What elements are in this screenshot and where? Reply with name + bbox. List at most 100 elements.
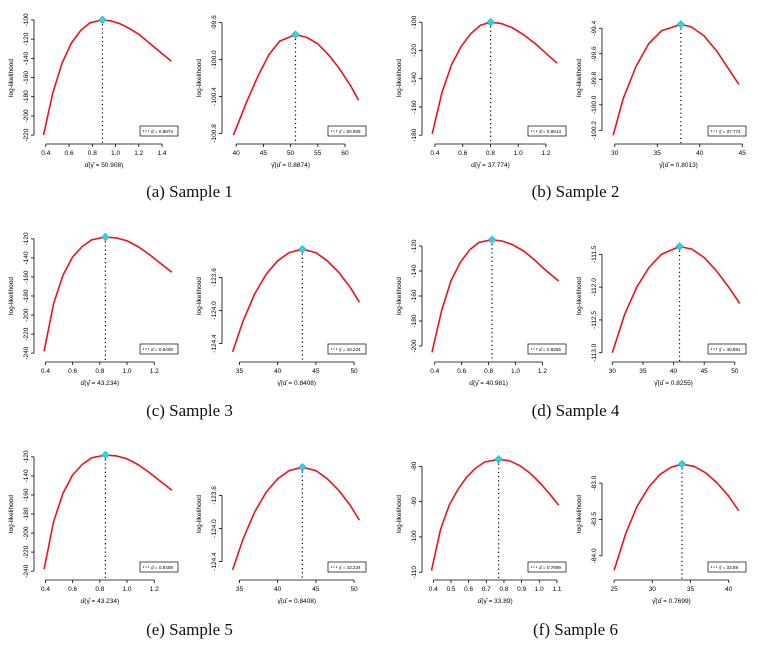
caption-a: (a) Sample 1	[146, 182, 233, 201]
x-tick-label: 1.0	[511, 368, 520, 375]
x-tick-label: 0.8	[88, 150, 97, 157]
legend: α̂ = 0.8874	[139, 125, 179, 137]
legend: α̂ = 0.8408	[139, 343, 179, 355]
y-tick-label: -110	[411, 566, 418, 579]
legend-label: γ̂ = 43.234	[339, 565, 361, 570]
chart-panel-f-left: 0.4 0.5 0.6 0.7 0.8 0.9 1.0 1.1 -80 -90 -100 -110 α̂…	[396, 455, 567, 605]
y-tick-label: -100.8	[211, 124, 218, 143]
legend: α̂ = 0.7699	[527, 561, 567, 573]
y-tick-label: -90	[411, 497, 418, 507]
likelihood-curve	[231, 466, 361, 571]
likelihood-curve	[431, 238, 560, 353]
chart-panel-a-left: 0.4 0.6 0.8 1.0 1.2 1.4 -100 -120 -140 -160 -180 -2…	[8, 13, 179, 169]
x-tick-label: 0.8	[486, 150, 495, 157]
y-tick-label: -113.0	[591, 343, 598, 361]
y-tick-label: -80	[411, 461, 418, 471]
legend-label: α̂ = 0.8874	[151, 129, 173, 134]
x-tick-label: 1.2	[541, 150, 550, 157]
y-tick-label: -100.0	[211, 50, 218, 69]
y-tick-label: -180	[23, 289, 30, 302]
y-tick-label: -84.0	[591, 548, 598, 563]
likelihood-curve	[232, 33, 360, 136]
legend-label: α̂ = 0.8408	[151, 565, 173, 570]
y-tick-label: -140	[411, 264, 418, 277]
x-tick-label: 30	[611, 150, 619, 157]
legend-label: γ̂ = 37.774	[719, 129, 741, 134]
legend-box	[707, 125, 747, 137]
x-tick-label: 40	[274, 586, 282, 593]
peak-marker	[675, 242, 684, 251]
x-tick-label: 50	[731, 368, 739, 375]
x-tick-label: 0.6	[457, 368, 466, 375]
x-tick-label: 0.4	[430, 150, 439, 157]
y-tick-label: -120	[411, 44, 418, 57]
y-tick-label: -100.2	[591, 121, 598, 140]
x-tick-label: 0.4	[41, 586, 50, 593]
caption-b: (b) Sample 2	[531, 182, 620, 201]
legend: γ̂ = 43.234	[327, 343, 367, 355]
y-tick-label: -124.0	[211, 301, 218, 320]
x-tick-label: 0.8	[499, 586, 508, 593]
peak-marker	[494, 455, 503, 464]
x-tick-label: 1.2	[538, 368, 547, 375]
y-tick-label: -124.4	[211, 334, 218, 353]
y-tick-label: -240	[23, 564, 30, 577]
likelihood-curve	[430, 458, 560, 571]
x-tick-label: 0.4	[41, 368, 50, 375]
chart-panel-e-left: 0.4 0.6 0.8 1.0 1.2 -120 -140 -160 -180 -200 -220 -…	[8, 450, 179, 605]
y-tick-label: -220	[23, 128, 30, 141]
x-tick-label: 60	[341, 150, 349, 157]
x-tick-label: 1.0	[123, 586, 132, 593]
y-tick-label: -160	[23, 488, 30, 501]
y-tick-label: -123.6	[211, 486, 218, 505]
y-tick-label: -100	[23, 13, 30, 26]
x-axis-title: γ̂(α̂ = 0.8408)	[277, 380, 316, 387]
y-tick-label: -120	[411, 239, 418, 252]
x-tick-label: 30	[609, 368, 617, 375]
chart-panel-e-right: 35 40 45 50 -123.6 -124.0 -124.4 γ̂(α̂ = 0.8408…	[196, 463, 367, 605]
legend: γ̂ = 50.908	[327, 125, 367, 137]
legend: α̂ = 0.8255	[527, 343, 567, 355]
peak-marker	[676, 20, 686, 29]
caption-c: (c) Sample 3	[146, 401, 233, 420]
likelihood-curve	[431, 21, 558, 134]
x-tick-label: 0.4	[430, 368, 439, 375]
peak-marker	[677, 459, 687, 469]
x-tick-label: 1.0	[514, 150, 523, 157]
legend-box	[139, 343, 179, 355]
x-tick-label: 45	[312, 586, 320, 593]
y-tick-label: -160	[23, 71, 30, 84]
y-tick-label: -124.0	[211, 519, 218, 538]
legend: γ̂ = 33.89	[707, 561, 747, 573]
x-axis-title: γ̂(α̂ = 0.7699)	[652, 598, 691, 605]
y-axis-title: log-likelihood	[196, 277, 203, 315]
y-tick-label: -200	[411, 339, 418, 352]
peak-marker	[486, 18, 495, 27]
caption-d: (d) Sample 4	[531, 401, 620, 420]
y-tick-label: -99.4	[591, 20, 598, 35]
x-axis-title: γ̂(α̂ = 0.8255)	[654, 380, 693, 387]
legend-box	[327, 125, 367, 137]
x-tick-label: 0.6	[68, 368, 77, 375]
y-tick-label: -112.0	[591, 278, 598, 296]
caption-f: (f) Sample 6	[533, 620, 618, 639]
y-axis-title: log-likelihood	[8, 277, 15, 315]
x-tick-label: 1.2	[150, 368, 159, 375]
x-tick-label: 25	[610, 586, 618, 593]
legend: γ̂ = 37.774	[707, 125, 747, 137]
legend-box	[527, 561, 567, 573]
likelihood-curve	[42, 19, 172, 136]
legend-label: γ̂ = 40.981	[719, 347, 741, 352]
y-tick-label: -123.6	[211, 268, 218, 287]
x-tick-label: 1.4	[158, 150, 167, 157]
y-tick-label: -180	[411, 314, 418, 327]
chart-panel-c-left: 0.4 0.6 0.8 1.0 1.2 -120 -140 -160 -180 -200 -220 -…	[8, 232, 179, 387]
x-tick-label: 0.9	[517, 586, 526, 593]
x-tick-label: 40	[725, 586, 733, 593]
y-axis-title: log-likelihood	[576, 59, 583, 97]
x-tick-label: 45	[260, 150, 268, 157]
legend-label: γ̂ = 33.89	[719, 565, 738, 570]
y-tick-label: -100.0	[591, 95, 598, 114]
x-tick-label: 0.6	[65, 150, 74, 157]
x-tick-label: 0.8	[95, 368, 104, 375]
